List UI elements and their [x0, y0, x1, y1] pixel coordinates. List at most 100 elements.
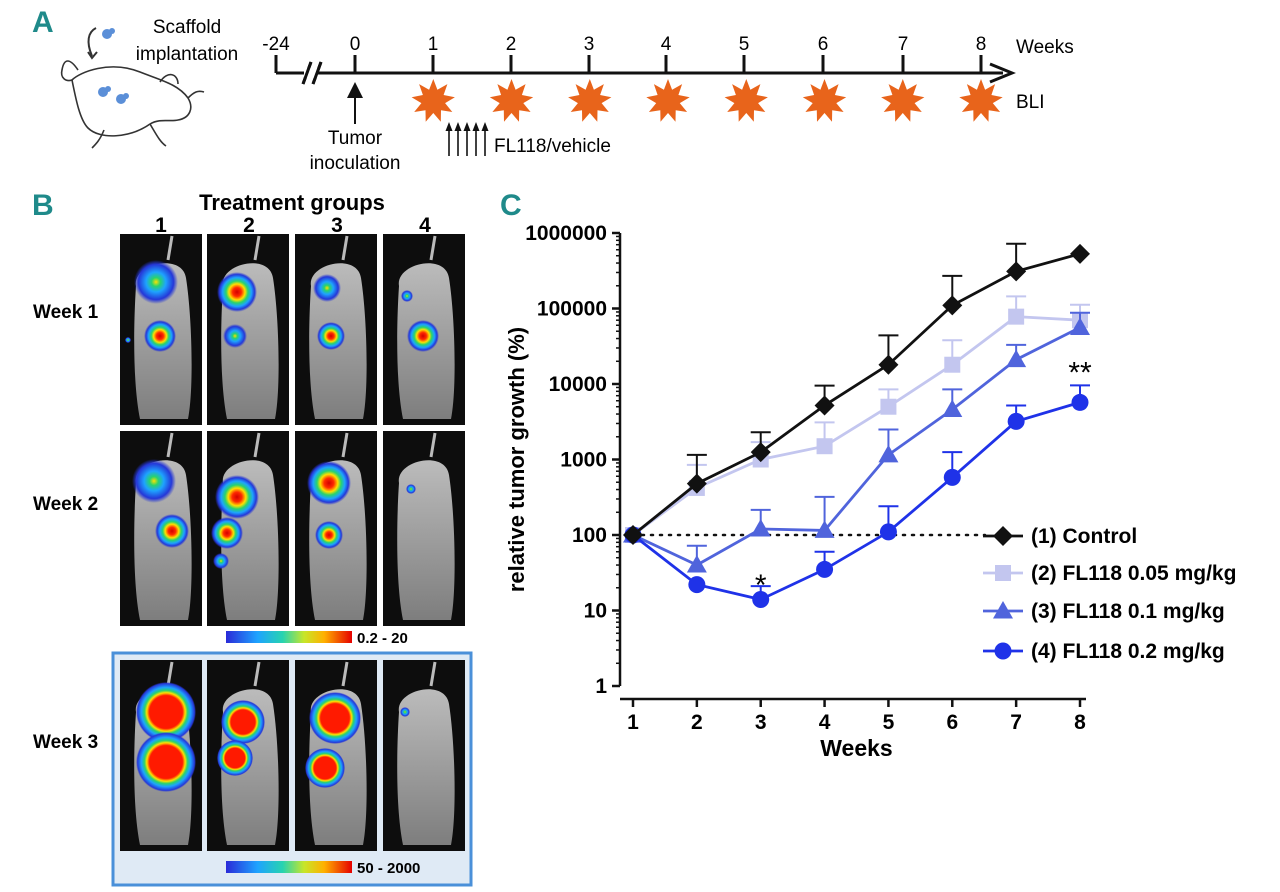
tumor-inoculation-arrow: [347, 82, 363, 124]
mouse-bli-image: [120, 660, 202, 851]
panel-c-chart: C 1 10 100 1000 10000 100000 1000000 1 2 3 4 5 6 7 8 We…: [500, 189, 1236, 761]
data-point: [688, 576, 706, 594]
data-point: [878, 444, 899, 463]
series-4: [624, 384, 1090, 608]
x-tick-label: 5: [883, 711, 895, 734]
color-scale-label-2: 50 - 2000: [357, 860, 420, 877]
bli-signal: [313, 274, 341, 302]
y-tick-label: 1: [595, 675, 607, 698]
data-point: [1070, 317, 1090, 336]
data-point: [879, 523, 897, 541]
treatment-groups-title: Treatment groups: [199, 190, 385, 215]
y-tick-label: 10000: [549, 373, 607, 396]
x-tick-label: 7: [1010, 711, 1022, 734]
mouse-bli-image: [120, 234, 202, 425]
bli-signal: [136, 732, 196, 792]
data-point: [686, 473, 707, 494]
weeks-label-timeline: Weeks: [1016, 37, 1074, 58]
x-tick-label: 4: [819, 711, 831, 734]
mouse-bli-image: [120, 431, 202, 626]
y-tick-label: 1000000: [525, 222, 607, 245]
bli-bursts: [411, 79, 1003, 122]
timeline-tick-label: 0: [350, 34, 361, 55]
series-line: [632, 252, 1081, 537]
bli-burst-icon: [802, 79, 847, 122]
treatment-label: FL118/vehicle: [494, 136, 611, 157]
data-point: [750, 442, 771, 463]
mouse-images: [120, 234, 465, 851]
color-scale-bar-2: [226, 861, 352, 873]
series-line: [632, 326, 1081, 567]
data-point: [878, 354, 899, 375]
bli-signal: [307, 461, 351, 505]
mouse-bli-image: [383, 234, 465, 425]
data-point: [623, 525, 643, 545]
data-point: [942, 399, 963, 417]
week-row-label: Week 2: [33, 494, 98, 515]
dose-arrow-head: [481, 122, 489, 131]
week-row-label: Week 1: [33, 302, 99, 323]
group-label: 2: [243, 214, 255, 237]
group-label: 3: [331, 214, 343, 237]
data-point: [816, 438, 833, 455]
significance-annotation: **: [1068, 357, 1092, 390]
bli-burst-icon: [489, 79, 534, 122]
timeline-tick-label: 1: [428, 34, 439, 55]
y-tick-label: 1000: [560, 449, 607, 472]
series-1: [623, 242, 1090, 545]
series-line: [632, 315, 1081, 537]
bli-signal: [213, 553, 229, 569]
panel-letter-c: C: [500, 189, 522, 222]
mouse-bli-image: [207, 234, 289, 425]
data-point: [1071, 393, 1089, 411]
data-point: [1006, 349, 1027, 368]
bli-signal: [400, 707, 410, 717]
legend-label: (1) Control: [1031, 525, 1137, 548]
legend-label: (2) FL118 0.05 mg/kg: [1031, 562, 1236, 585]
legend-label: (4) FL118 0.2 mg/kg: [1031, 640, 1225, 663]
dose-arrow-head: [454, 122, 462, 131]
legend-marker: [995, 565, 1011, 581]
data-point: [750, 519, 771, 537]
bli-signal: [155, 514, 189, 548]
mouse-bli-image: [295, 660, 377, 851]
scaffold-label-line2: implantation: [136, 44, 238, 65]
dose-arrow-head: [472, 122, 480, 131]
series-line: [632, 401, 1081, 601]
mouse-bli-image: [295, 234, 377, 425]
panel-a-timeline: A Scaffold implantation: [32, 6, 1074, 174]
x-tick-label: 3: [755, 711, 767, 734]
timeline-tick-label: 5: [739, 34, 750, 55]
y-tick-label: 100: [572, 524, 607, 547]
timeline-ticks: -24 0 1 2 3 4 5 6 7 8: [262, 34, 986, 73]
timeline-tick-label: -24: [262, 34, 290, 55]
bli-signal: [221, 700, 265, 744]
bli-burst-icon: [959, 79, 1003, 122]
color-scale-label-1: 0.2 - 20: [357, 630, 408, 647]
panel-letter-b: B: [32, 189, 54, 222]
bli-signal: [125, 337, 131, 343]
bli-signal: [317, 322, 345, 350]
bli-signal: [406, 484, 416, 494]
mouse-illustration: [60, 27, 205, 149]
timeline-tick-label: 8: [976, 34, 987, 55]
legend-marker: [993, 601, 1013, 619]
bli-signal: [407, 320, 439, 352]
series-3: [623, 311, 1090, 573]
significance-annotation: *: [755, 569, 767, 602]
bli-signal: [136, 682, 196, 742]
x-axis-label: Weeks: [820, 735, 892, 761]
week-row-label: Week 3: [33, 732, 98, 753]
dose-arrow-head: [445, 122, 453, 131]
dose-arrow-head: [463, 122, 471, 131]
x-tick-label: 6: [946, 711, 958, 734]
x-tick-label: 1: [627, 711, 639, 734]
data-point: [1006, 261, 1027, 282]
bli-signal: [132, 459, 176, 503]
bli-signal: [309, 692, 361, 744]
timeline-tick-label: 4: [661, 34, 672, 55]
x-tick-label: 8: [1074, 711, 1086, 734]
bli-burst-icon: [646, 79, 690, 122]
bli-signal: [305, 748, 345, 788]
